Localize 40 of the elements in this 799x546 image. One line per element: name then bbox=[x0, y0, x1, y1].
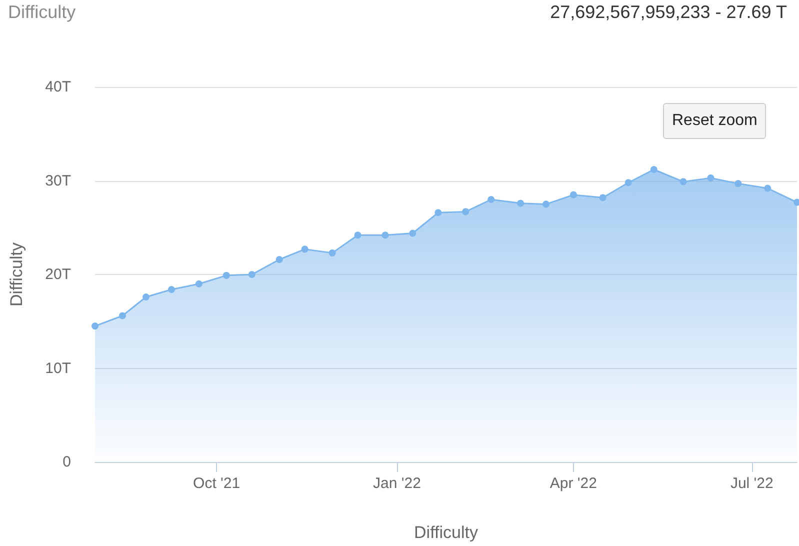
y-tick-label: 0 bbox=[62, 454, 71, 470]
point bbox=[734, 180, 742, 188]
y-tick-label: 40T bbox=[45, 78, 71, 96]
point bbox=[222, 272, 230, 279]
x-tick-label: Oct '21 bbox=[193, 475, 240, 492]
x-tick-label: Apr '22 bbox=[550, 475, 597, 492]
point bbox=[301, 246, 308, 253]
point bbox=[542, 200, 550, 208]
text: 27,692,567,959,233 - 27.69 T bbox=[550, 2, 787, 23]
point bbox=[517, 200, 524, 207]
x-tick-label: Jul '22 bbox=[730, 475, 774, 492]
annotation: Reset zoom bbox=[663, 103, 766, 139]
point bbox=[434, 209, 442, 216]
chart-title: Difficulty bbox=[8, 2, 76, 23]
point bbox=[570, 191, 577, 198]
point bbox=[382, 232, 389, 239]
x-axis-title: Difficulty bbox=[414, 523, 478, 542]
point bbox=[624, 179, 632, 186]
point bbox=[707, 174, 714, 182]
point bbox=[92, 322, 98, 330]
point bbox=[328, 249, 336, 256]
point bbox=[764, 184, 772, 192]
y-tick-label: 30T bbox=[45, 172, 71, 190]
point bbox=[142, 294, 150, 300]
y-tick-label: 20T bbox=[45, 266, 71, 283]
point bbox=[354, 232, 362, 239]
point bbox=[462, 208, 470, 216]
point bbox=[195, 280, 202, 288]
point bbox=[248, 271, 256, 278]
point bbox=[118, 312, 126, 320]
y-tick-label: 10T bbox=[45, 360, 71, 377]
point bbox=[168, 286, 175, 293]
point bbox=[680, 178, 687, 186]
point bbox=[599, 194, 606, 202]
point bbox=[488, 196, 495, 203]
x-tick-label: Jan '22 bbox=[373, 475, 421, 492]
point bbox=[650, 166, 658, 173]
point bbox=[409, 230, 416, 237]
point bbox=[276, 256, 283, 263]
y-axis-title: Difficulty bbox=[7, 242, 26, 306]
